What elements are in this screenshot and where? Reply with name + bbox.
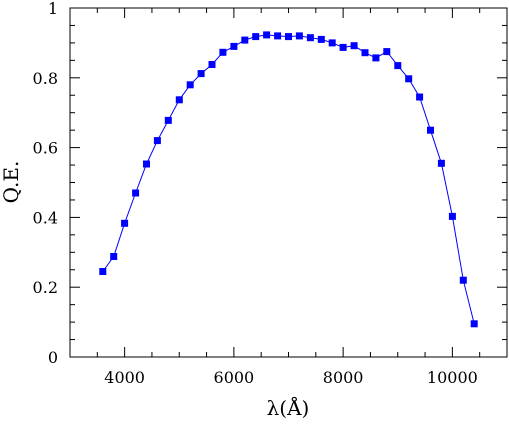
data-point-marker: [328, 39, 336, 47]
data-point-marker: [361, 49, 369, 57]
y-tick-label: 1: [48, 0, 58, 18]
x-tick-label: 4000: [104, 368, 145, 387]
data-point-marker: [383, 48, 391, 56]
data-point-marker: [350, 42, 358, 50]
y-tick-label: 0.4: [33, 208, 58, 227]
x-axis-title: λ(Å): [267, 395, 310, 420]
data-point-marker: [470, 320, 478, 328]
y-tick-label: 0.2: [33, 278, 58, 297]
axis-tick-labels: 4000 6000 8000 10000 0 0.2 0.4 0.6 0.8 1: [33, 0, 478, 387]
data-point-marker: [459, 276, 467, 284]
data-point-marker: [274, 32, 282, 40]
x-tick-label: 10000: [427, 368, 478, 387]
data-point-marker: [99, 268, 107, 275]
data-point-marker: [448, 212, 456, 220]
data-point-marker: [405, 75, 413, 83]
x-tick-label: 8000: [323, 368, 364, 387]
data-point-marker: [219, 48, 227, 56]
axis-ticks: [70, 8, 507, 357]
series-line: [102, 34, 475, 324]
data-point-marker: [427, 126, 434, 134]
data-point-marker: [339, 43, 347, 51]
data-point-marker: [132, 189, 140, 197]
data-point-marker: [241, 36, 249, 44]
plot-frame: [69, 7, 508, 358]
y-tick-label: 0.8: [33, 69, 58, 88]
data-point-marker: [295, 32, 303, 40]
data-point-marker: [153, 137, 161, 145]
data-point-marker: [263, 31, 271, 39]
data-point-marker: [175, 96, 183, 104]
data-point-marker: [372, 54, 380, 62]
data-point-marker: [208, 61, 216, 68]
series-markers: [99, 31, 478, 328]
data-point-marker: [164, 116, 172, 124]
y-tick-label: 0: [48, 348, 58, 367]
data-point-marker: [285, 33, 292, 41]
data-point-marker: [197, 70, 205, 78]
y-axis-title: Q.E.: [0, 161, 23, 204]
y-tick-label: 0.6: [33, 139, 58, 158]
data-point-marker: [416, 93, 424, 101]
data-point-marker: [143, 160, 150, 168]
data-point-marker: [252, 33, 260, 41]
data-point-marker: [110, 253, 118, 260]
data-point-marker: [437, 159, 445, 167]
data-point-marker: [186, 81, 194, 89]
data-point-marker: [306, 34, 314, 42]
data-point-marker: [121, 219, 129, 227]
data-point-marker: [230, 42, 238, 50]
data-point-marker: [317, 35, 325, 43]
data-point-marker: [394, 62, 402, 70]
x-tick-label: 6000: [214, 368, 255, 387]
